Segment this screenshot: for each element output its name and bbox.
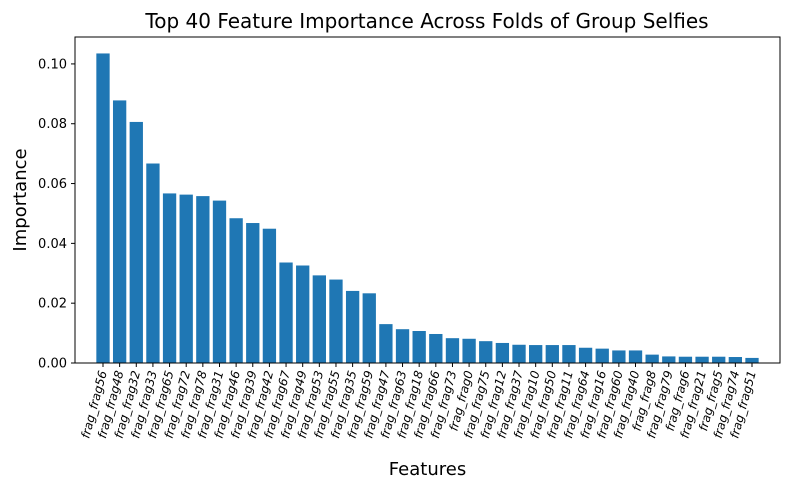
chart-title: Top 40 Feature Importance Across Folds o… bbox=[144, 9, 708, 33]
bar-frag_frag18 bbox=[412, 331, 426, 363]
bar-frag_frag39 bbox=[246, 223, 260, 363]
bar-frag_frag21 bbox=[695, 356, 709, 363]
bar-frag_frag8 bbox=[645, 354, 659, 363]
bar-frag_frag59 bbox=[362, 293, 376, 363]
bar-frag_frag50 bbox=[545, 345, 559, 363]
bar-frag_frag55 bbox=[329, 279, 343, 363]
bar-frag_frag67 bbox=[279, 262, 293, 363]
bar-frag_frag32 bbox=[129, 121, 143, 363]
bar-frag_frag51 bbox=[745, 357, 759, 363]
bar-frag_frag31 bbox=[212, 200, 227, 363]
y-axis-label: Importance bbox=[10, 148, 31, 251]
bar-frag_frag78 bbox=[196, 196, 210, 363]
bar-frag_frag11 bbox=[562, 345, 576, 363]
bar-frag_frag6 bbox=[678, 356, 693, 363]
bar-frag_frag46 bbox=[229, 218, 243, 363]
x-axis: frag_frag56frag_frag48frag_frag32frag_fr… bbox=[78, 363, 759, 440]
bar-frag_frag37 bbox=[512, 344, 526, 363]
bar-frag_frag0 bbox=[462, 338, 476, 363]
y-tick-label: 0.02 bbox=[38, 297, 67, 312]
bar-frag_frag16 bbox=[595, 348, 609, 363]
y-axis: 0.00 0.02 0.04 0.06 0.08 0.10 bbox=[38, 57, 75, 372]
y-tick-label: 0.04 bbox=[38, 237, 67, 252]
y-tick-label: 0.00 bbox=[38, 357, 67, 372]
bar-frag_frag47 bbox=[379, 324, 393, 363]
y-tick-label: 0.06 bbox=[38, 177, 67, 192]
bar-frag_frag53 bbox=[312, 275, 326, 363]
bar-frag_frag10 bbox=[529, 345, 543, 363]
bar-frag_frag12 bbox=[495, 342, 510, 363]
bar-frag_frag75 bbox=[479, 341, 493, 363]
bar-frag_frag66 bbox=[429, 333, 443, 363]
bar-frag_frag42 bbox=[262, 228, 277, 363]
bar-frag_frag72 bbox=[179, 194, 193, 363]
bar-frag_frag35 bbox=[345, 290, 360, 363]
bar-frag_frag5 bbox=[712, 356, 726, 363]
bar-frag_frag65 bbox=[162, 193, 177, 363]
y-tick-label: 0.10 bbox=[38, 57, 67, 72]
bar-frag_frag63 bbox=[395, 329, 410, 363]
bar-frag_frag48 bbox=[112, 100, 127, 363]
bar-frag_frag56 bbox=[96, 53, 110, 363]
bar-frag_frag73 bbox=[445, 338, 460, 363]
bar-frag_frag64 bbox=[578, 347, 593, 363]
plot-frame bbox=[74, 36, 781, 364]
x-axis-label: Features bbox=[389, 459, 466, 480]
bar-frag_frag79 bbox=[662, 356, 676, 363]
bars-group bbox=[96, 53, 759, 363]
bar-frag_frag33 bbox=[146, 163, 160, 363]
y-tick-label: 0.08 bbox=[38, 117, 67, 132]
bar-frag_frag40 bbox=[628, 350, 643, 363]
bar-frag_frag49 bbox=[296, 265, 310, 363]
bar-frag_frag60 bbox=[612, 350, 626, 363]
bar-frag_frag74 bbox=[728, 357, 743, 363]
